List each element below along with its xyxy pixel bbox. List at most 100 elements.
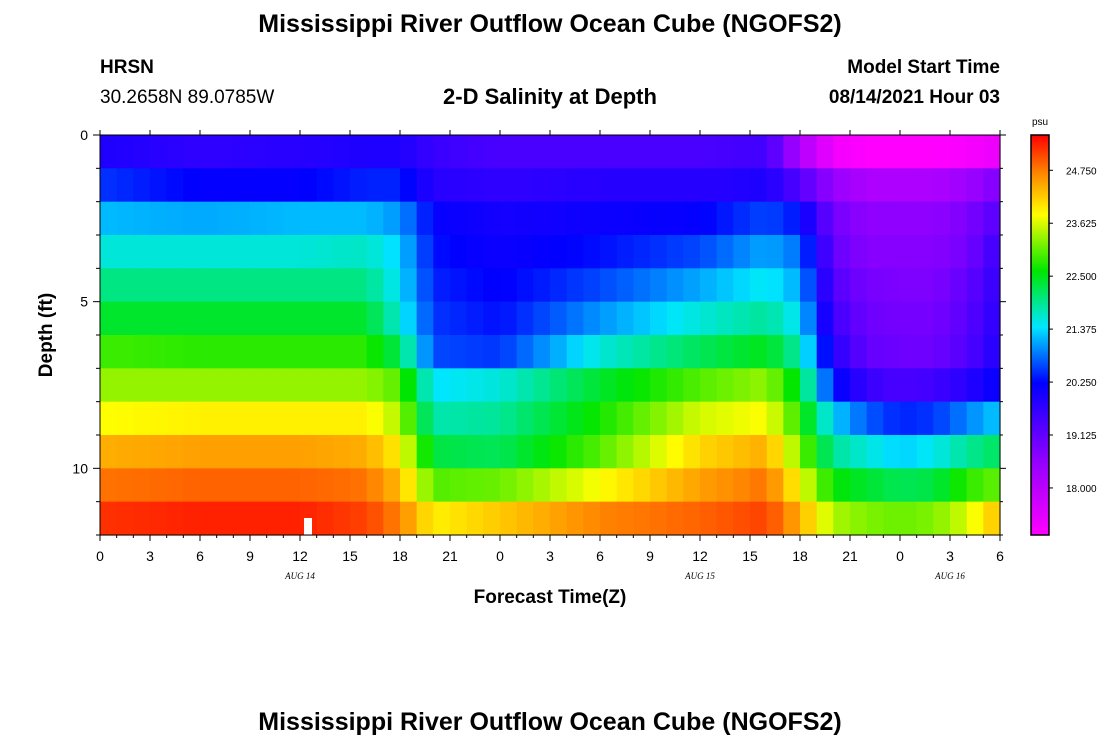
heatmap-cell bbox=[400, 201, 418, 236]
heatmap-cell bbox=[683, 235, 701, 269]
heatmap-cell bbox=[650, 235, 668, 269]
heatmap-cell bbox=[283, 135, 301, 169]
heatmap-cell bbox=[433, 401, 451, 436]
heatmap-cell bbox=[650, 368, 668, 403]
heatmap-cell bbox=[766, 335, 784, 369]
heatmap-cell bbox=[950, 335, 968, 369]
heatmap-cell bbox=[466, 201, 484, 236]
y-axis: 0 5 10 bbox=[72, 127, 1006, 536]
heatmap-cell bbox=[300, 468, 318, 503]
heatmap-cell bbox=[833, 301, 851, 336]
heatmap-cell bbox=[116, 201, 134, 236]
heatmap-cell bbox=[150, 468, 168, 503]
chart-subtitle: 2-D Salinity at Depth bbox=[443, 84, 657, 109]
heatmap-cell bbox=[100, 401, 118, 436]
x-axis-title: Forecast Time(Z) bbox=[474, 587, 627, 608]
heatmap-cell bbox=[333, 301, 351, 336]
heatmap-cell bbox=[483, 201, 501, 236]
heatmap-cell bbox=[466, 368, 484, 403]
heatmap-cell bbox=[700, 401, 718, 436]
heatmap-cell bbox=[416, 401, 434, 436]
heatmap-cell bbox=[616, 435, 634, 469]
heatmap-cell bbox=[950, 268, 968, 303]
station-id: HRSN bbox=[100, 57, 154, 78]
heatmap-cell bbox=[200, 201, 218, 236]
heatmap-cell bbox=[866, 268, 884, 303]
heatmap-cell bbox=[416, 268, 434, 303]
heatmap-cell bbox=[800, 168, 818, 203]
colorbar-gradient bbox=[1030, 134, 1050, 536]
heatmap-cell bbox=[600, 468, 618, 503]
heatmap-cell bbox=[250, 335, 268, 369]
heatmap-cell bbox=[383, 268, 401, 303]
heatmap-cell bbox=[900, 135, 918, 169]
heatmap-cell bbox=[516, 401, 534, 436]
heatmap-cell bbox=[900, 368, 918, 403]
heatmap-cell bbox=[966, 468, 984, 503]
heatmap-cell bbox=[116, 401, 134, 436]
heatmap-cell bbox=[466, 301, 484, 336]
heatmap-cell bbox=[650, 501, 668, 536]
heatmap-cell bbox=[200, 235, 218, 269]
colorbar-label: 21.375 bbox=[1066, 325, 1097, 336]
x-axis: 0 3 6 9 12 15 18 21 0 3 6 9 12 15 18 21 0 3 6 AUG 14 AUG 15 A… bbox=[96, 130, 1004, 581]
heatmap-cell bbox=[150, 235, 168, 269]
heatmap-cell bbox=[983, 201, 1001, 236]
heatmap-cell bbox=[850, 468, 868, 503]
heatmap-cell bbox=[566, 501, 584, 536]
heatmap-cell bbox=[650, 135, 668, 169]
colorbar-label: 20.250 bbox=[1066, 378, 1097, 389]
heatmap-cell bbox=[633, 335, 651, 369]
heatmap-cell bbox=[916, 335, 934, 369]
heatmap-cell bbox=[883, 235, 901, 269]
heatmap-cell bbox=[866, 401, 884, 436]
heatmap-cell bbox=[650, 435, 668, 469]
heatmap-cell bbox=[550, 368, 568, 403]
heatmap-cell bbox=[416, 335, 434, 369]
heatmap-cell bbox=[116, 301, 134, 336]
heatmap-cell bbox=[500, 268, 518, 303]
heatmap-cell bbox=[983, 501, 1001, 536]
heatmap-cell bbox=[850, 268, 868, 303]
heatmap-cell bbox=[516, 235, 534, 269]
heatmap-cell bbox=[333, 268, 351, 303]
heatmap-cell bbox=[450, 468, 468, 503]
heatmap-cell bbox=[666, 435, 684, 469]
heatmap-cell bbox=[616, 168, 634, 203]
heatmap-cell bbox=[683, 468, 701, 503]
heatmap-cell bbox=[450, 168, 468, 203]
heatmap-cell bbox=[500, 235, 518, 269]
heatmap-cell bbox=[966, 301, 984, 336]
heatmap-cell bbox=[550, 435, 568, 469]
heatmap-cell bbox=[183, 168, 201, 203]
heatmap-cell bbox=[450, 235, 468, 269]
heatmap-cell bbox=[883, 368, 901, 403]
heatmap-cell bbox=[616, 268, 634, 303]
heatmap-cell bbox=[533, 335, 551, 369]
heatmap-cell bbox=[566, 268, 584, 303]
heatmap-cell bbox=[683, 435, 701, 469]
heatmap-cell bbox=[183, 435, 201, 469]
heatmap-cell bbox=[133, 168, 151, 203]
heatmap-cell bbox=[783, 335, 801, 369]
heatmap-cell bbox=[166, 201, 184, 236]
x-tick-label: 6 bbox=[996, 548, 1004, 564]
heatmap-cell bbox=[100, 268, 118, 303]
heatmap-cell bbox=[800, 501, 818, 536]
heatmap-cell bbox=[750, 468, 768, 503]
heatmap-cell bbox=[550, 401, 568, 436]
heatmap-cell bbox=[833, 501, 851, 536]
heatmap-cell bbox=[966, 501, 984, 536]
heatmap-cell bbox=[766, 135, 784, 169]
heatmap-cell bbox=[733, 435, 751, 469]
heatmap-cell bbox=[683, 501, 701, 536]
heatmap-cell bbox=[916, 135, 934, 169]
heatmap-cell bbox=[266, 468, 284, 503]
heatmap-cell bbox=[300, 135, 318, 169]
heatmap-cell bbox=[950, 368, 968, 403]
heatmap-cell bbox=[133, 201, 151, 236]
x-tick-label: 3 bbox=[146, 548, 154, 564]
heatmap-cell bbox=[133, 135, 151, 169]
heatmap-cell bbox=[116, 235, 134, 269]
heatmap-cell bbox=[250, 401, 268, 436]
